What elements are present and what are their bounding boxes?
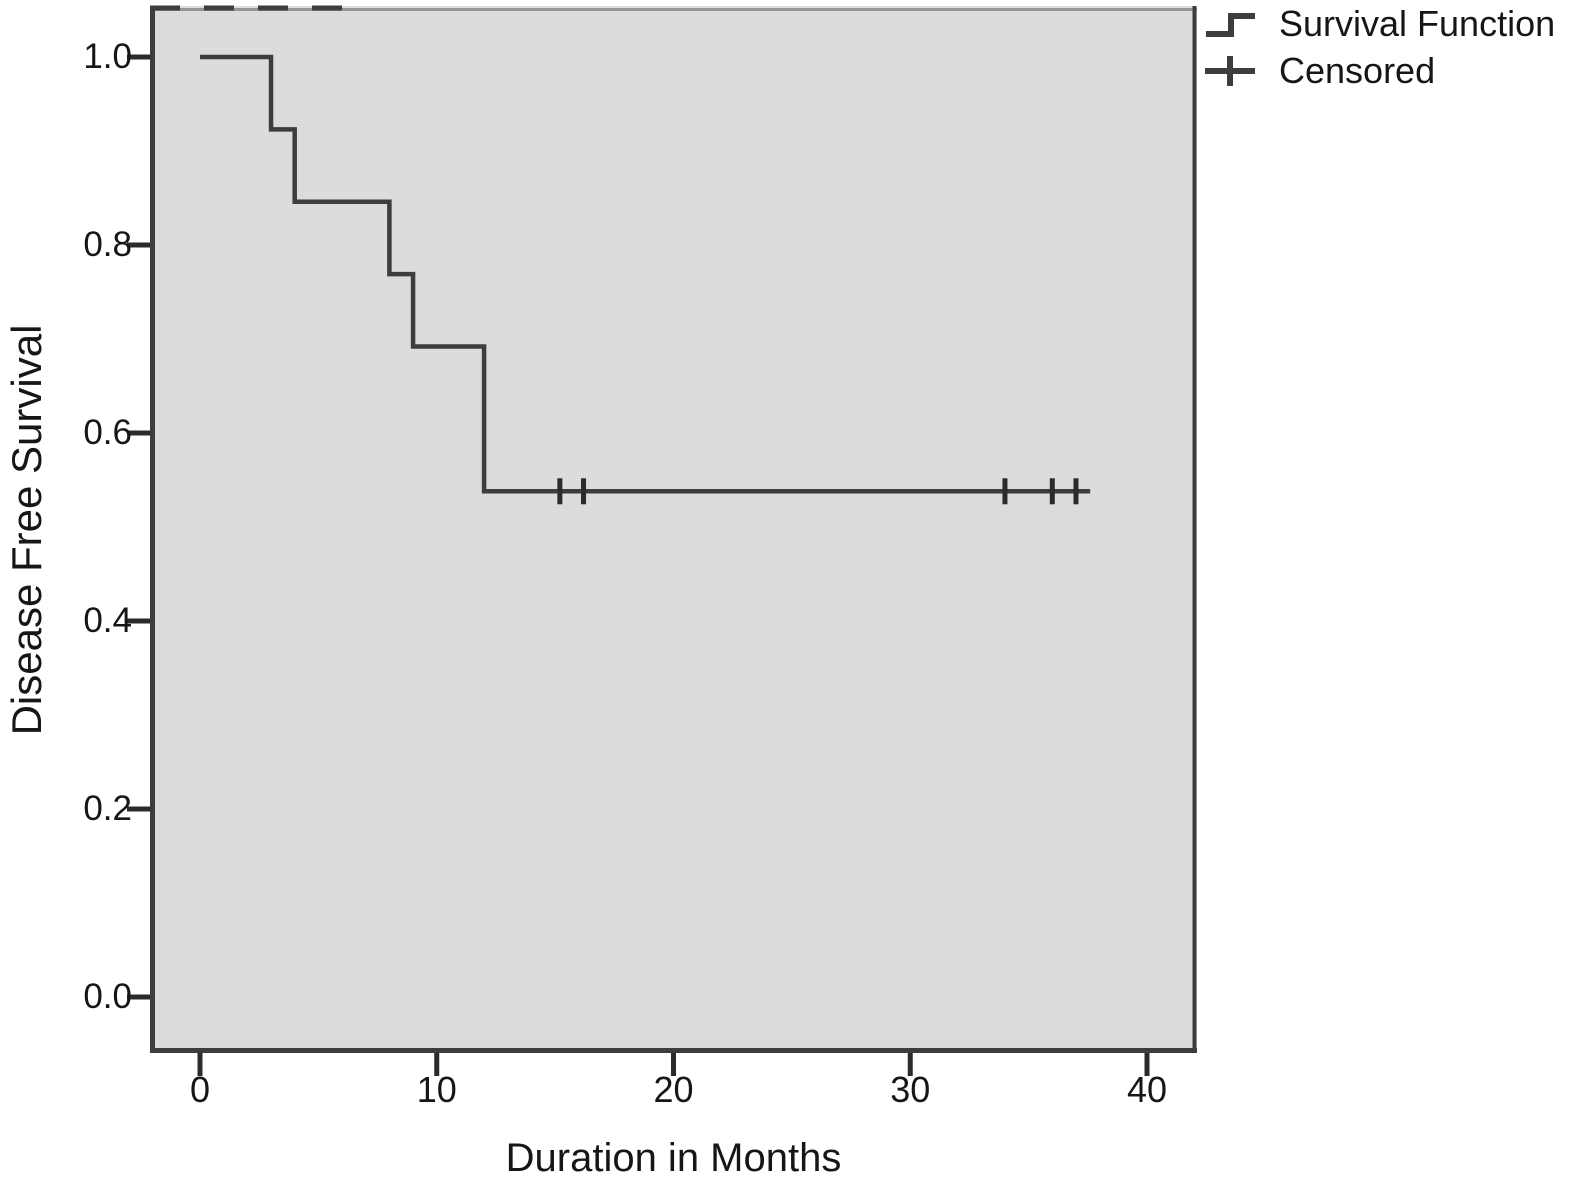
y-tick-label: 0.0	[83, 977, 132, 1016]
x-tick-label: 40	[1126, 1069, 1168, 1110]
chart-legend: Survival Function Censored	[1203, 0, 1595, 94]
legend-label-censored: Censored	[1279, 49, 1436, 91]
y-tick-label: 0.6	[83, 413, 132, 452]
x-axis-title: Duration in Months	[505, 1136, 842, 1180]
plus-icon	[1205, 55, 1255, 86]
y-tick-label: 0.8	[83, 225, 132, 264]
legend-item-censored: Censored	[1203, 47, 1595, 94]
x-tick-label: 10	[416, 1069, 457, 1110]
y-tick-label: 0.4	[83, 601, 132, 640]
legend-item-survival-function: Survival Function	[1203, 0, 1595, 47]
x-tick-label: 30	[890, 1069, 931, 1110]
y-axis-title: Disease Free Survival	[3, 324, 50, 736]
x-tick-label: 20	[653, 1069, 694, 1110]
survival-step-line	[200, 54, 1091, 494]
plot-panel	[150, 6, 1197, 1053]
y-tick-label: 1.0	[83, 37, 132, 76]
y-tick-label: 0.2	[83, 789, 132, 828]
x-tick-label: 0	[189, 1069, 211, 1110]
step-line-icon	[1206, 12, 1255, 37]
legend-label-survival-function: Survival Function	[1279, 2, 1556, 44]
